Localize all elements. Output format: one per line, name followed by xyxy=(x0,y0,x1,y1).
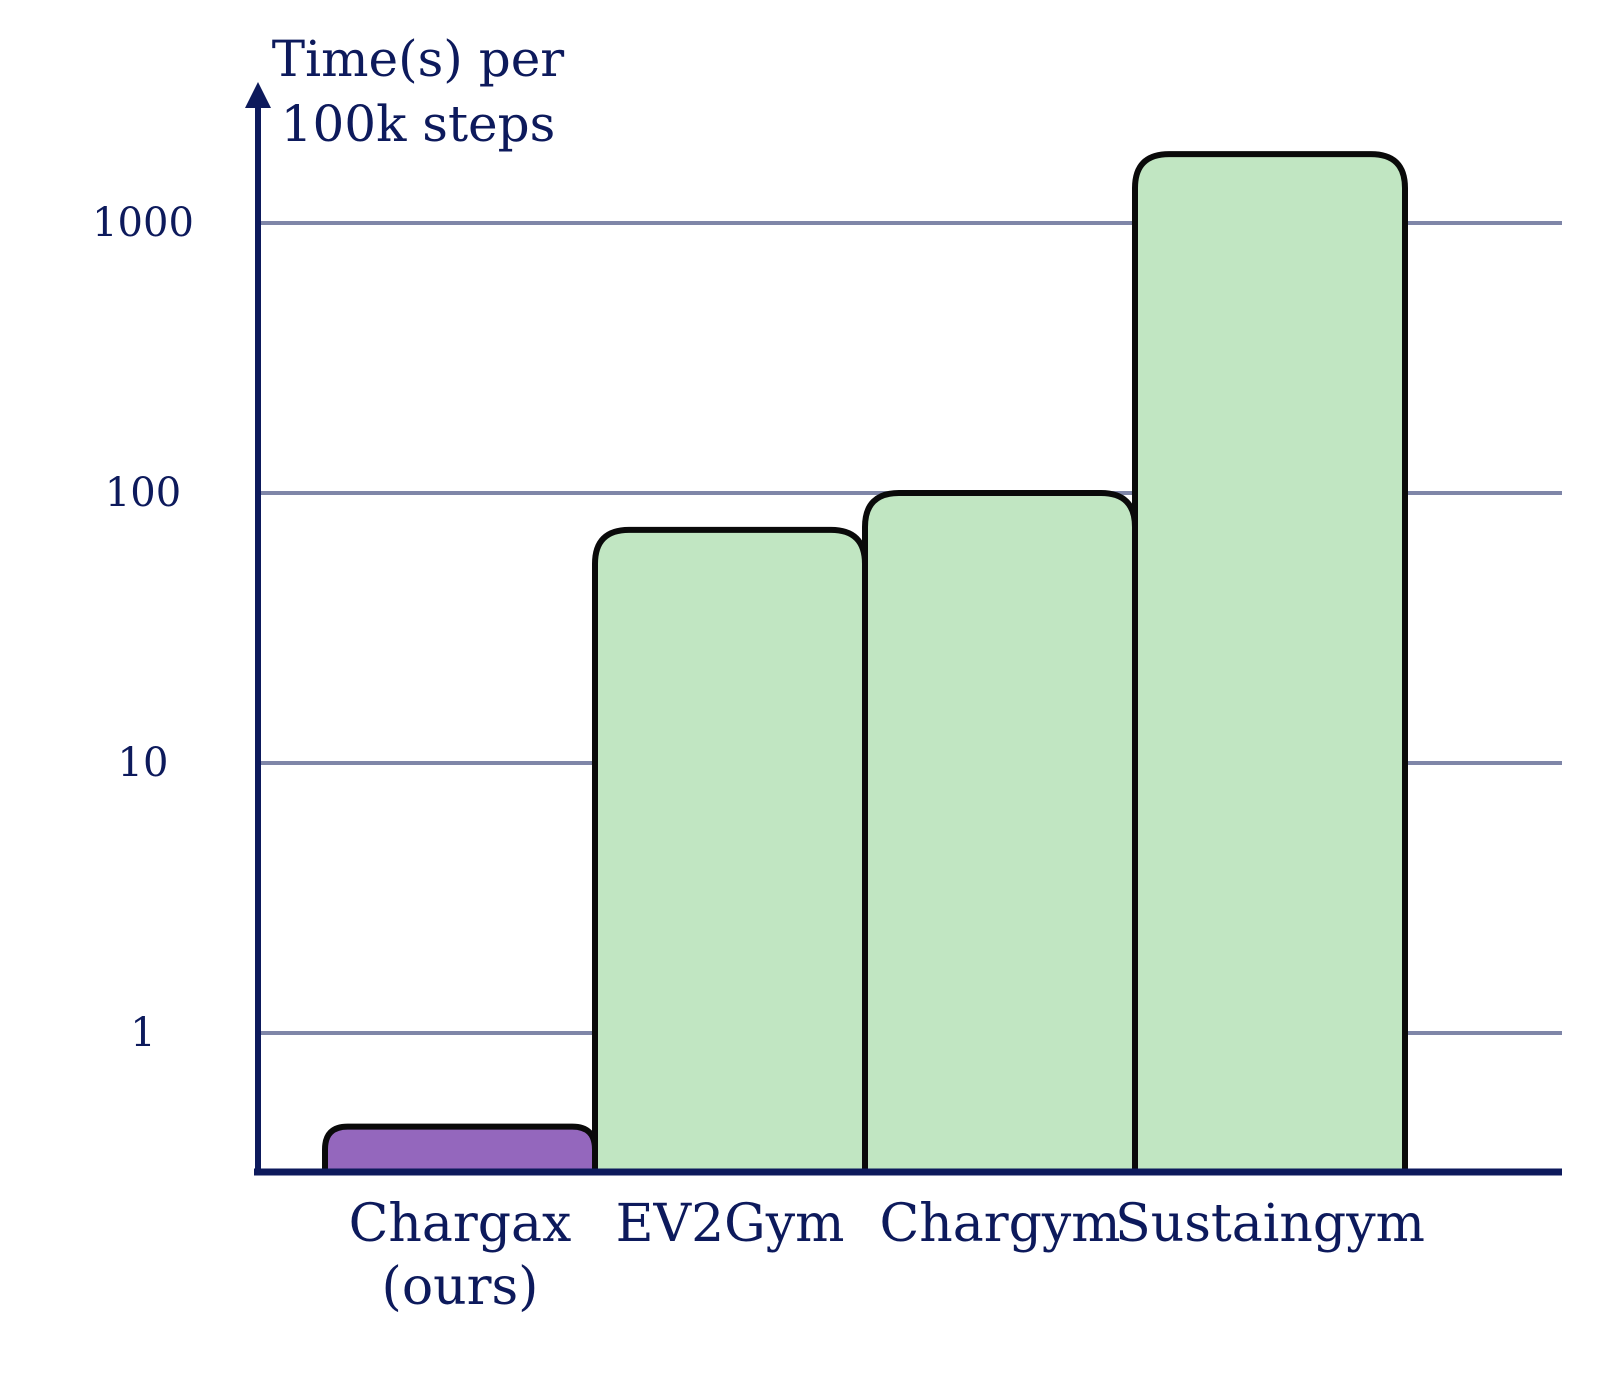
bars xyxy=(322,151,1408,1175)
category-label-0-line-0: Chargax xyxy=(349,1194,572,1254)
category-label-1-line-0: EV2Gym xyxy=(616,1194,845,1254)
bar-0 xyxy=(322,1123,598,1175)
ytick-label-1: 1 xyxy=(130,1010,155,1056)
y-axis-label-line-0: Time(s) per xyxy=(272,30,565,88)
bar-3 xyxy=(1132,151,1408,1175)
category-label-2-line-0: Chargym xyxy=(879,1194,1120,1254)
bar-1 xyxy=(592,526,868,1175)
bar-2 xyxy=(862,490,1138,1175)
ytick-label-100: 100 xyxy=(105,470,181,516)
ytick-label-10: 10 xyxy=(118,740,169,786)
ytick-label-1000: 1000 xyxy=(92,200,194,246)
y-axis-arrow xyxy=(245,82,271,108)
category-label-0-line-1: (ours) xyxy=(382,1257,539,1317)
category-label-3-line-0: Sustaingym xyxy=(1115,1194,1425,1254)
axes xyxy=(245,82,1562,1176)
y-axis-label-line-1: 100k steps xyxy=(281,95,556,153)
labels: 1 10 100 1000 Time(s) per 100k steps Chargax(o… xyxy=(92,30,1425,1317)
